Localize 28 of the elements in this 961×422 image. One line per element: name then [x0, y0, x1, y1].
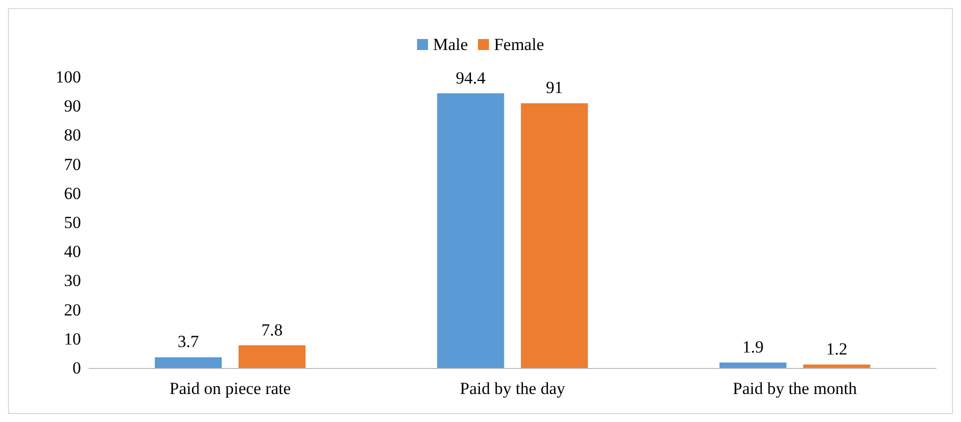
y-tick-label: 80 — [64, 126, 81, 145]
bar — [238, 345, 306, 368]
y-tick-label: 10 — [64, 329, 81, 348]
y-tick-label: 50 — [64, 213, 81, 232]
x-tick-label: Paid by the month — [732, 379, 858, 398]
data-label: 1.2 — [826, 340, 848, 359]
y-tick-label: 40 — [64, 242, 81, 262]
y-tick-label: 0 — [72, 358, 81, 378]
bar — [520, 103, 588, 368]
y-tick-label: 20 — [64, 300, 81, 320]
data-label: 94.4 — [456, 68, 486, 88]
bar — [154, 357, 222, 368]
bar — [719, 362, 786, 368]
legend-label: Male — [433, 35, 468, 54]
y-tick-label: 30 — [64, 271, 81, 290]
legend-label: Female — [494, 35, 544, 54]
data-label: 3.7 — [178, 332, 200, 352]
data-label: 7.8 — [261, 320, 283, 340]
y-tick-label: 100 — [56, 68, 81, 86]
y-tick-label: 70 — [64, 154, 81, 174]
bar — [437, 93, 504, 368]
x-tick-label: Paid on piece rate — [170, 379, 291, 398]
bar — [803, 364, 870, 368]
x-tick-label: Paid by the day — [460, 379, 566, 398]
y-tick-label: 60 — [64, 184, 81, 203]
data-label: 1.9 — [742, 337, 764, 356]
data-label: 91 — [546, 78, 563, 98]
y-tick-label: 90 — [64, 96, 81, 116]
